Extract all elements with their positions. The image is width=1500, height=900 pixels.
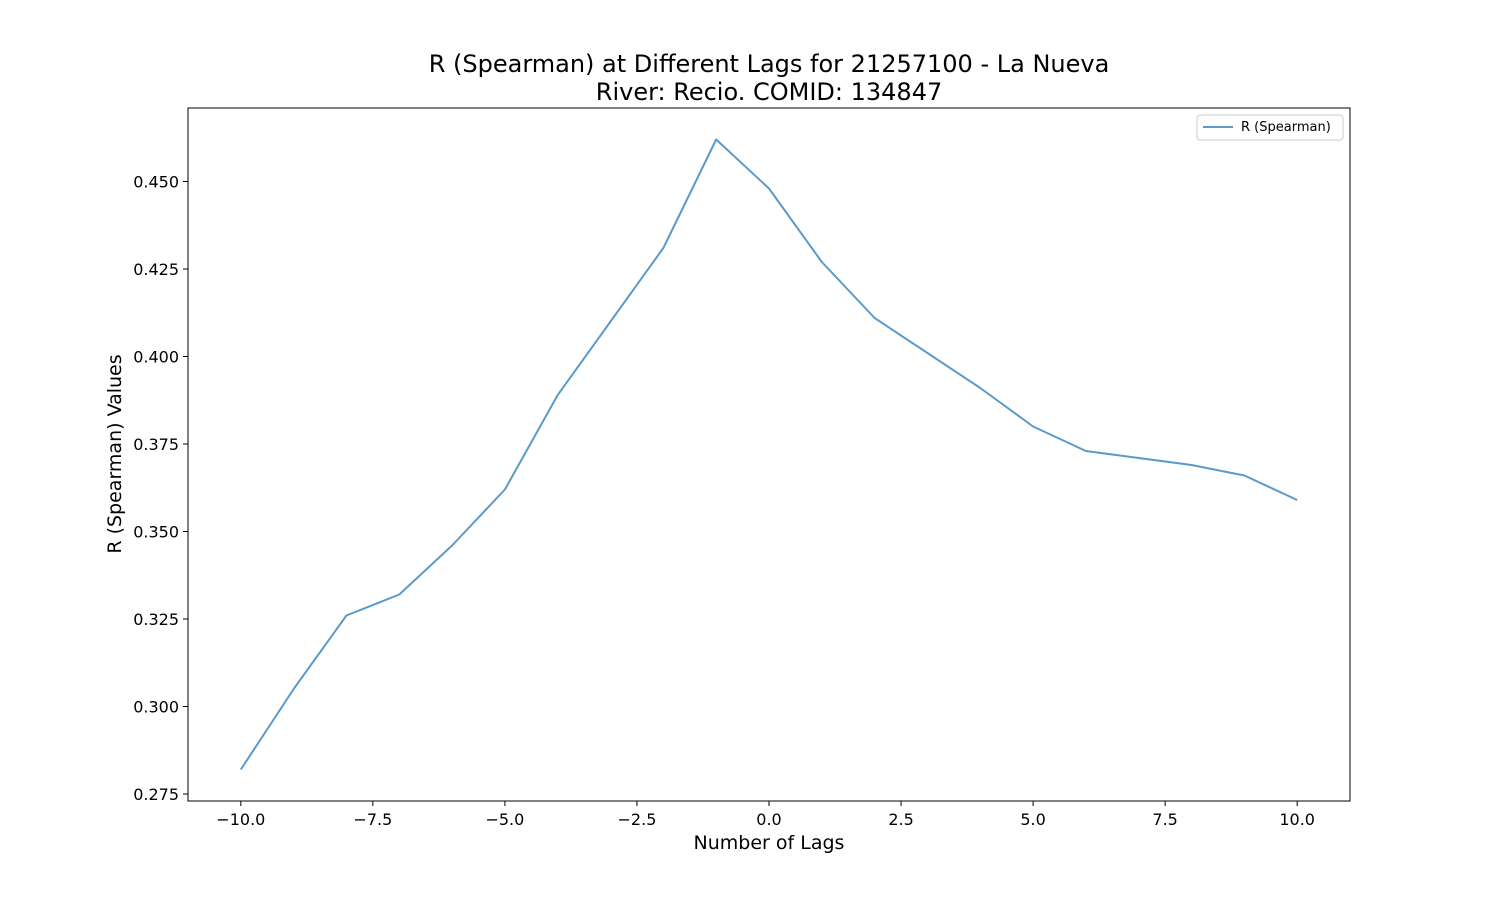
y-tick-label: 0.300 — [133, 698, 179, 717]
x-tick-label: −5.0 — [485, 810, 524, 829]
series-line — [239, 138, 1298, 771]
legend: R (Spearman) — [1196, 114, 1344, 141]
x-tick-label: 0.0 — [756, 810, 781, 829]
x-tick-label: −2.5 — [618, 810, 657, 829]
x-tick-label: 10.0 — [1279, 810, 1315, 829]
legend-box — [1196, 114, 1344, 141]
y-tick-label: 0.375 — [133, 435, 179, 454]
y-axis: 0.275 0.300 0.325 0.350 0.375 0.400 0.425 0.450 — [133, 173, 188, 804]
y-tick-label: 0.425 — [133, 260, 179, 279]
x-tick-label: 7.5 — [1152, 810, 1177, 829]
x-axis: −10.0 −7.5 −5.0 −2.5 0.0 2.5 5.0 7.5 10.0 — [216, 801, 1315, 829]
y-tick-label: 0.450 — [133, 173, 179, 192]
x-axis-label: Number of Lags — [694, 832, 845, 854]
chart-title-line-1: R (Spearman) at Different Lags for 21257… — [429, 50, 1110, 78]
plot-frame — [187, 107, 1351, 802]
x-tick-label: −7.5 — [353, 810, 392, 829]
series-layer — [239, 138, 1298, 771]
y-tick-label: 0.275 — [133, 785, 179, 804]
x-tick-label: 2.5 — [888, 810, 913, 829]
y-axis-label: R (Spearman) Values — [104, 354, 126, 553]
chart-title-line-2: River: Recio. COMID: 134847 — [596, 78, 942, 106]
x-tick-label: 5.0 — [1020, 810, 1045, 829]
legend-label: R (Spearman) — [1241, 120, 1331, 135]
plot-area — [187, 107, 1351, 802]
y-tick-label: 0.325 — [133, 610, 179, 629]
x-tick-label: −10.0 — [216, 810, 265, 829]
y-tick-label: 0.350 — [133, 523, 179, 542]
y-tick-label: 0.400 — [133, 348, 179, 367]
